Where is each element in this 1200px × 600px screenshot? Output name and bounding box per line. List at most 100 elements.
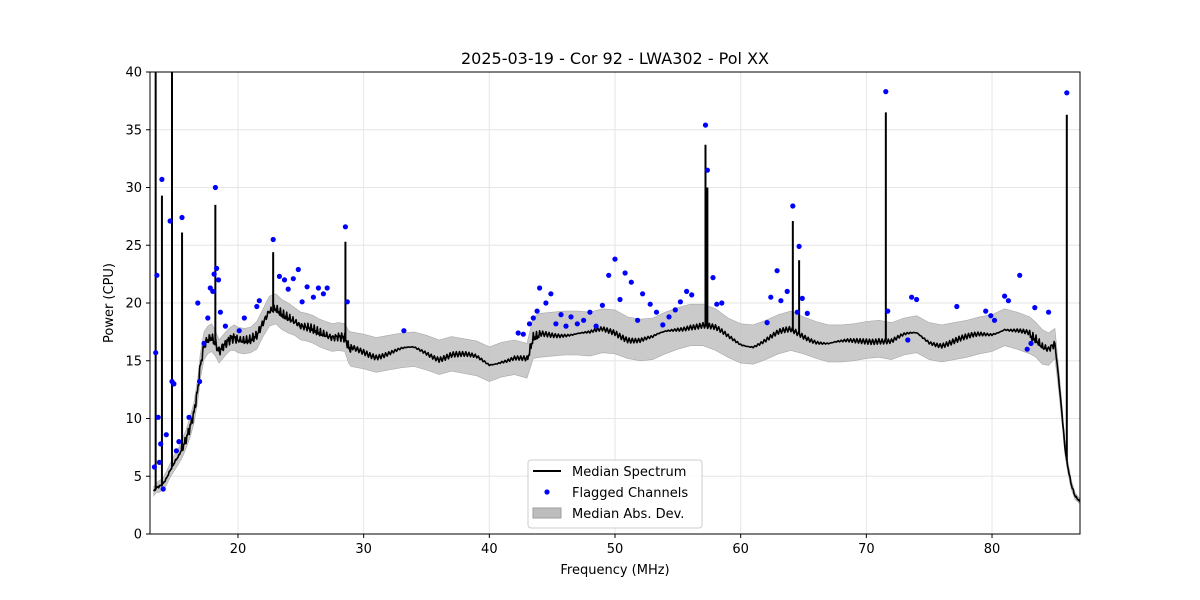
x-axis-label: Frequency (MHz) xyxy=(560,563,669,578)
flagged-channel-point xyxy=(1028,340,1034,346)
flagged-channel-point xyxy=(171,381,177,387)
flagged-channel-point xyxy=(883,89,889,95)
flagged-channel-point xyxy=(704,167,711,173)
y-tick-label: 30 xyxy=(125,181,142,196)
flagged-channel-point xyxy=(574,321,580,327)
flagged-channel-point xyxy=(285,286,291,292)
y-axis-label: Power (CPU) xyxy=(102,263,117,343)
x-axis: 20 30 40 50 60 70 80 xyxy=(230,534,1000,557)
flagged-channel-point xyxy=(315,285,321,291)
flagged-channel-point xyxy=(160,486,166,492)
flagged-channel-point xyxy=(534,308,540,314)
flagged-channel-point xyxy=(804,310,810,316)
flagged-channel-point xyxy=(217,309,223,315)
flagged-channel-point xyxy=(563,323,569,329)
flagged-channel-point xyxy=(158,441,164,447)
y-tick-label: 5 xyxy=(134,470,142,485)
y-tick-label: 10 xyxy=(125,412,142,427)
flagged-channel-point xyxy=(167,218,173,224)
y-axis: 0 5 10 15 20 25 30 35 40 xyxy=(125,66,150,543)
flagged-channel-point xyxy=(270,236,276,243)
flagged-channel-point xyxy=(764,320,770,326)
flagged-channel-point xyxy=(211,271,217,277)
flagged-channel-point xyxy=(179,214,185,221)
flagged-channel-point xyxy=(719,300,725,306)
flagged-channel-point xyxy=(530,315,536,321)
flagged-channel-point xyxy=(988,313,994,319)
flagged-channel-point xyxy=(197,378,203,385)
flagged-channel-point xyxy=(666,314,672,320)
flagged-channel-point xyxy=(653,309,660,315)
flagged-channel-point xyxy=(215,277,222,283)
flagged-channel-point xyxy=(581,317,587,323)
legend-box xyxy=(527,459,703,529)
flagged-channel-point xyxy=(983,308,989,314)
flagged-channel-point xyxy=(1024,346,1030,352)
flagged-channel-point xyxy=(214,265,220,271)
flagged-channel-point xyxy=(1032,305,1038,311)
flagged-channel-point xyxy=(991,317,998,323)
flagged-channel-point xyxy=(885,308,891,314)
flagged-channel-point xyxy=(617,296,623,303)
chart-title: 2025-03-19 - Cor 92 - LWA302 - Pol XX xyxy=(461,49,769,68)
flagged-channel-point xyxy=(622,270,628,276)
flagged-channel-point xyxy=(710,275,716,281)
flagged-channel-point xyxy=(324,285,330,291)
flagged-channel-point xyxy=(281,277,288,283)
flagged-channel-point xyxy=(155,414,161,420)
flagged-channel-point xyxy=(558,312,564,318)
flagged-channel-point xyxy=(599,302,606,308)
flagged-channel-point xyxy=(256,298,262,304)
flagged-channel-point xyxy=(905,337,911,343)
flagged-channel-point xyxy=(401,328,407,334)
flagged-channel-point xyxy=(677,299,684,305)
flagged-channel-point xyxy=(344,299,350,305)
flagged-channel-point xyxy=(612,256,618,262)
x-tick-label: 30 xyxy=(355,542,372,557)
y-tick-label: 35 xyxy=(125,123,142,138)
flagged-channel-point xyxy=(774,268,780,274)
flagged-channel-point xyxy=(543,300,549,306)
legend-median-abs-dev: Median Abs. Dev. xyxy=(572,507,684,522)
flagged-channel-point xyxy=(159,176,165,182)
x-tick-label: 60 xyxy=(732,542,749,557)
flagged-channel-point xyxy=(689,292,695,298)
flagged-channel-point xyxy=(1002,293,1008,299)
flagged-channel-point xyxy=(684,288,690,294)
flagged-channel-point xyxy=(526,321,533,327)
flagged-channel-point xyxy=(1005,298,1012,304)
flagged-channel-point xyxy=(606,272,612,278)
y-tick-label: 25 xyxy=(125,239,142,254)
flagged-channel-point xyxy=(320,291,326,297)
flagged-channel-point xyxy=(714,301,720,307)
x-tick-label: 40 xyxy=(481,542,498,557)
x-tick-label: 50 xyxy=(607,542,624,557)
flagged-channel-point xyxy=(290,276,296,282)
flagged-channel-point xyxy=(628,279,634,285)
legend-marker-swatch xyxy=(544,489,550,495)
flagged-channel-point xyxy=(195,300,201,306)
flagged-channel-point xyxy=(236,328,242,334)
flagged-channel-point xyxy=(156,459,162,465)
flagged-channel-point xyxy=(163,432,169,438)
flagged-channel-point xyxy=(672,307,678,313)
flagged-channel-point xyxy=(186,414,192,420)
flagged-channel-point xyxy=(660,322,666,328)
flagged-channel-point xyxy=(1064,90,1070,96)
flagged-channel-point xyxy=(173,448,179,454)
flagged-channel-point xyxy=(553,321,559,327)
median-spectrum-line xyxy=(153,304,1080,502)
flagged-channel-point xyxy=(205,315,211,321)
y-tick-label: 0 xyxy=(134,528,142,543)
flagged-channel-point xyxy=(954,303,960,310)
flagged-channel-point xyxy=(790,203,796,209)
x-tick-label: 70 xyxy=(858,542,875,557)
flagged-channel-point xyxy=(342,224,348,230)
flagged-channel-point xyxy=(568,314,574,320)
legend-flagged-channels: Flagged Channels xyxy=(572,486,688,501)
flagged-channel-point xyxy=(310,294,316,300)
y-tick-label: 20 xyxy=(125,297,142,312)
flagged-channel-point xyxy=(914,296,920,303)
flagged-channel-point xyxy=(909,294,915,300)
